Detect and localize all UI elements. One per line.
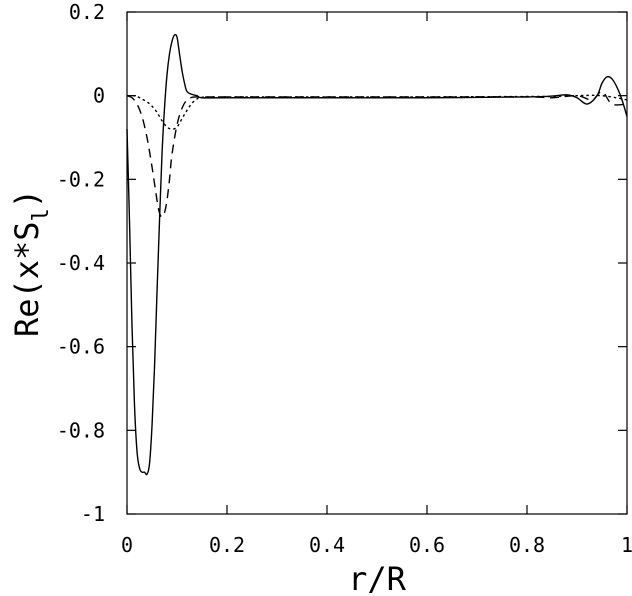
y-tick-label: 0 <box>93 84 105 108</box>
x-tick-label: 0.2 <box>209 533 245 557</box>
x-axis-title: r/R <box>348 560 407 596</box>
y-tick-label: -0.6 <box>57 335 105 359</box>
series-layer <box>126 33 628 476</box>
y-tick-label: -0.8 <box>57 418 105 442</box>
x-tick-label: 0.8 <box>509 533 545 557</box>
y-axis-title: Re(x*Sl) <box>8 189 54 337</box>
plot-frame <box>126 11 628 515</box>
series-line-solid <box>126 33 628 476</box>
y-tick-label: -0.2 <box>57 167 105 191</box>
series-line-dotted <box>126 94 628 130</box>
tick-labels: 0 0.2 0.4 0.6 0.8 1 0.2 0 -0.2 -0.4 -0.6 -0.8 -1 <box>57 0 632 557</box>
x-tick-label: 0.6 <box>409 533 445 557</box>
x-tick-label: 1 <box>621 533 632 557</box>
y-axis-title-main: Re(x*S <box>8 221 46 337</box>
y-axis-title-group: Re(x*Sl) <box>8 189 54 337</box>
x-tick-label: 0.4 <box>309 533 345 557</box>
series-line-dashed <box>126 90 628 218</box>
x-tick-label: 0 <box>121 533 133 557</box>
y-axis-title-subscript: l <box>29 208 54 221</box>
y-tick-label: 0.2 <box>69 0 105 24</box>
y-axis-title-close: ) <box>8 189 46 208</box>
y-tick-label: -0.4 <box>57 251 105 275</box>
plot-area-border <box>126 11 628 515</box>
axis-titles: r/R Re(x*Sl) <box>8 189 407 596</box>
y-tick-label: -1 <box>81 502 105 526</box>
axis-ticks <box>126 11 628 515</box>
